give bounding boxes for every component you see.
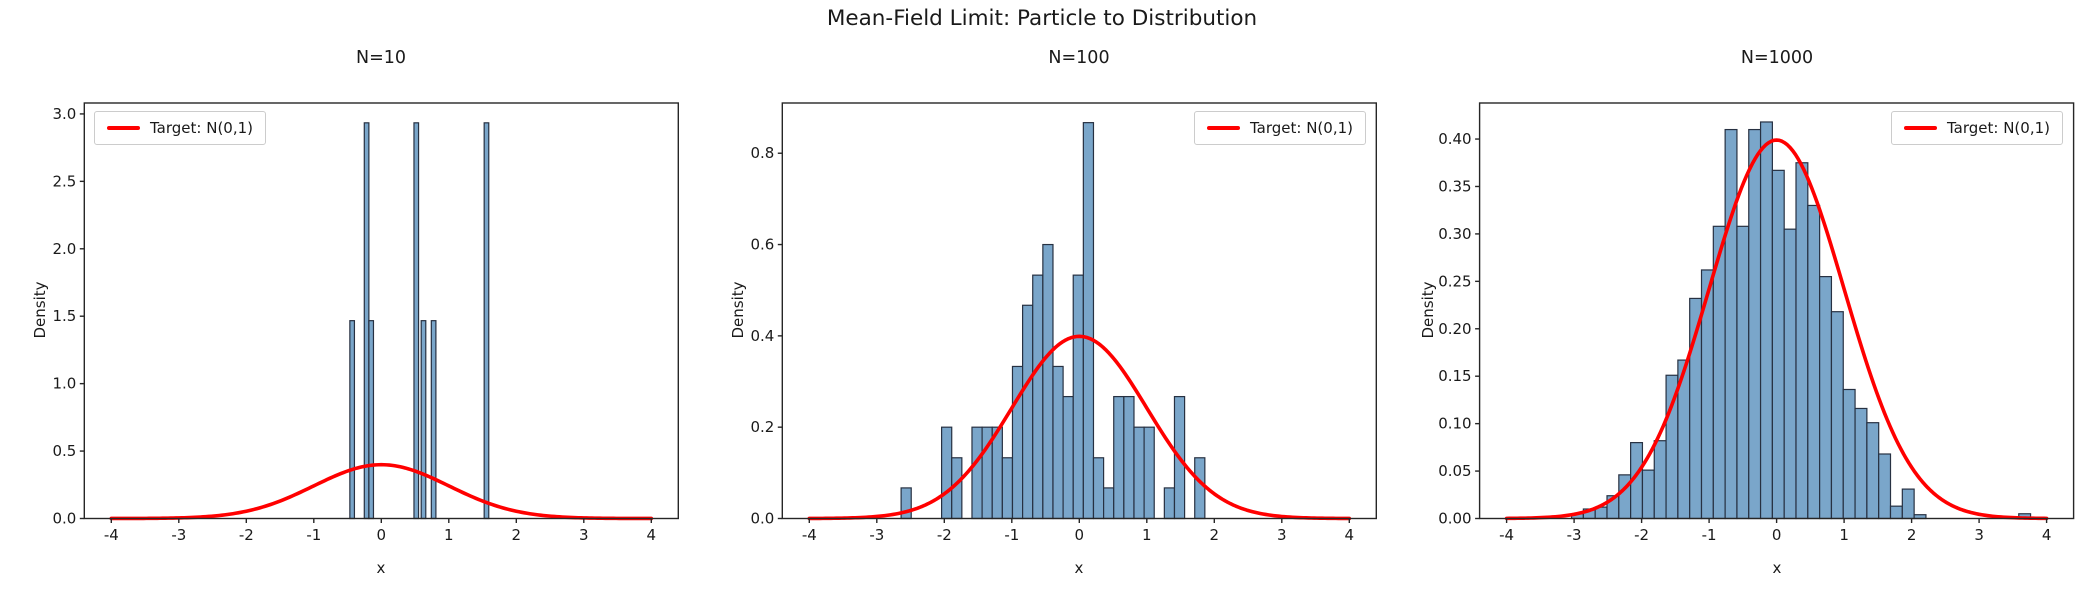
x-tick-label: -1 xyxy=(306,526,321,544)
y-tick-label: 0.05 xyxy=(1438,462,1471,480)
y-tick-label: 0.40 xyxy=(1438,130,1471,148)
x-tick-label: -3 xyxy=(1567,526,1582,544)
x-tick-label: -4 xyxy=(104,526,119,544)
y-tick-label: 1.5 xyxy=(52,307,76,325)
legend-red-line-icon xyxy=(107,126,140,130)
subplot-N=1000: -4 -3 -2 -1 0 1 2 3 4 0.00 0.05 0.10 0.15 0.20 0.25 0.3… xyxy=(1438,102,2075,544)
target-normal-curve xyxy=(807,334,1352,521)
subplot1-title: N=10 xyxy=(355,48,407,68)
subplot-N=10: -4 -3 -2 -1 0 1 2 3 4 0.0 0.5 1.0 1.5 2.0 2.5 3.0 xyxy=(52,102,680,544)
subplot2-title: N=100 xyxy=(1048,48,1110,68)
subplot2-legend: Target: N(0,1) xyxy=(1193,111,1366,145)
y-tick-label: 0.8 xyxy=(750,144,774,162)
x-tick-label: -2 xyxy=(1634,526,1649,544)
subplot-N=100: -4 -3 -2 -1 0 1 2 3 4 0.0 0.2 0.4 0.6 0.8 xyxy=(750,102,1377,544)
x-tick-label: 4 xyxy=(2042,526,2052,544)
legend-red-line-icon xyxy=(1903,126,1937,130)
y-tick-label: 0.6 xyxy=(750,236,774,254)
y-tick-label: 3.0 xyxy=(52,105,76,123)
subplot3-ylabel: Density xyxy=(1419,281,1437,339)
y-tick-label: 0.10 xyxy=(1438,415,1471,433)
subplot3-legend-label: Target: N(0,1) xyxy=(1946,119,2050,137)
subplot3-xlabel: x xyxy=(1772,559,1782,577)
x-tick-label: 2 xyxy=(512,526,522,544)
target-normal-curve xyxy=(109,462,654,521)
histogram-bars xyxy=(900,122,1206,520)
y-tick-label: 0.15 xyxy=(1438,367,1471,385)
x-tick-label: -2 xyxy=(239,526,254,544)
subplot2-legend-label: Target: N(0,1) xyxy=(1249,119,1353,137)
x-tick-label: 1 xyxy=(1142,526,1152,544)
x-tick-label: 4 xyxy=(647,526,657,544)
histogram-bars xyxy=(1570,121,2032,520)
legend-red-line-icon xyxy=(1206,126,1240,130)
x-axis-ticks: -4 -3 -2 -1 0 1 2 3 4 xyxy=(1499,518,2052,544)
x-tick-label: -2 xyxy=(937,526,952,544)
y-tick-label: 0.25 xyxy=(1438,272,1471,290)
x-tick-label: 0 xyxy=(1075,526,1085,544)
x-axis-ticks: -4 -3 -2 -1 0 1 2 3 4 xyxy=(802,518,1355,544)
x-tick-label: -4 xyxy=(1499,526,1514,544)
x-axis-ticks: -4 -3 -2 -1 0 1 2 3 4 xyxy=(104,518,657,544)
subplot3-legend: Target: N(0,1) xyxy=(1890,111,2063,145)
x-tick-label: 1 xyxy=(444,526,454,544)
x-tick-label: -4 xyxy=(802,526,817,544)
y-tick-label: 0.00 xyxy=(1438,510,1471,528)
x-tick-label: 1 xyxy=(1839,526,1849,544)
y-tick-label: 0.5 xyxy=(52,442,76,460)
subplot1-legend: Target: N(0,1) xyxy=(94,111,267,145)
subplot2-ylabel: Density xyxy=(729,281,747,339)
x-tick-label: 0 xyxy=(377,526,387,544)
subplot1-ylabel: Density xyxy=(31,281,49,339)
x-tick-label: -3 xyxy=(171,526,186,544)
x-tick-label: 2 xyxy=(1907,526,1917,544)
figure-title: Mean-Field Limit: Particle to Distributi… xyxy=(826,6,1258,31)
y-tick-label: 1.0 xyxy=(52,375,76,393)
x-tick-label: 0 xyxy=(1772,526,1782,544)
y-tick-label: 0.35 xyxy=(1438,177,1471,195)
subplot2-xlabel: x xyxy=(1074,559,1084,577)
y-axis-ticks: 0.0 0.5 1.0 1.5 2.0 2.5 3.0 xyxy=(52,105,85,528)
y-tick-label: 2.5 xyxy=(52,172,76,190)
y-axis-ticks: 0.00 0.05 0.10 0.15 0.20 0.25 0.30 0.35 0.40 xyxy=(1438,130,1480,528)
y-tick-label: 0.0 xyxy=(750,510,774,528)
x-tick-label: -1 xyxy=(1702,526,1717,544)
histogram-bars xyxy=(349,122,490,520)
x-tick-label: 3 xyxy=(1974,526,1984,544)
x-tick-label: -1 xyxy=(1004,526,1019,544)
y-tick-label: 0.0 xyxy=(52,510,76,528)
y-tick-label: 2.0 xyxy=(52,240,76,258)
y-tick-label: 0.2 xyxy=(750,418,774,436)
x-tick-label: -3 xyxy=(869,526,884,544)
x-tick-label: 4 xyxy=(1345,526,1355,544)
y-tick-label: 0.30 xyxy=(1438,225,1471,243)
x-tick-label: 2 xyxy=(1210,526,1220,544)
y-axis-ticks: 0.0 0.2 0.4 0.6 0.8 xyxy=(750,144,783,528)
y-tick-label: 0.4 xyxy=(750,327,774,345)
x-tick-label: 3 xyxy=(579,526,589,544)
y-tick-label: 0.20 xyxy=(1438,320,1471,338)
subplot1-xlabel: x xyxy=(376,559,386,577)
target-normal-curve xyxy=(1504,138,2049,521)
axes-spines xyxy=(83,102,680,520)
subplot3-title: N=1000 xyxy=(1740,48,1814,68)
x-tick-label: 3 xyxy=(1277,526,1287,544)
subplot1-legend-label: Target: N(0,1) xyxy=(150,119,254,137)
